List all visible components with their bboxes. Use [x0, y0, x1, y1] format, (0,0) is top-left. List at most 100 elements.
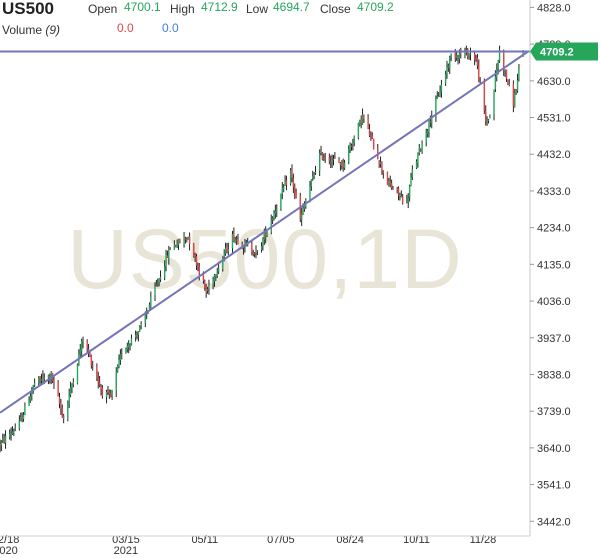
volume-value-red: 0.0 [117, 21, 134, 35]
candle-body [425, 133, 427, 143]
candle-body [231, 233, 234, 249]
candle-body [518, 70, 520, 79]
x-tick-label: 08/24 [336, 534, 364, 546]
candle-body [357, 122, 360, 138]
candle-body [127, 344, 130, 348]
y-tick-label: 3541.0 [537, 480, 571, 492]
candle-body [13, 431, 15, 433]
candle-body [10, 433, 12, 435]
candle-body [67, 402, 69, 420]
candle-body [450, 53, 452, 56]
candle-body [389, 181, 391, 185]
candle-body [8, 434, 11, 438]
symbol-title: US500 [2, 0, 54, 18]
candle-body [3, 437, 5, 443]
candle-body [350, 145, 353, 147]
candle-body [331, 160, 333, 163]
candle-body [468, 53, 470, 56]
candle-body [435, 99, 437, 116]
candle-body [514, 93, 516, 108]
candle-body [206, 289, 209, 291]
candle-body [137, 331, 140, 335]
candle-body [483, 82, 486, 111]
candle-body [339, 162, 342, 166]
trend-line[interactable] [0, 50, 530, 414]
candle-body [372, 138, 375, 149]
candle-body [276, 208, 278, 212]
candle-body [252, 251, 254, 255]
y-tick-label: 4333.0 [537, 186, 571, 198]
candle-body [464, 52, 466, 56]
candle-body [516, 80, 519, 92]
candle-body [101, 387, 104, 397]
candle-body [4, 435, 7, 444]
candle-body [473, 53, 476, 60]
candle-body [426, 130, 429, 135]
candle-body [173, 244, 176, 250]
y-tick-label: 4135.0 [537, 259, 571, 271]
candle-body [80, 341, 83, 352]
candle-body [467, 49, 469, 57]
y-tick-label: 3739.0 [537, 406, 571, 418]
candle-body [242, 246, 245, 249]
watermark-text: US500,1D [67, 212, 463, 306]
candle-body [14, 428, 16, 430]
x-tick-label: 05/11 [191, 534, 218, 546]
candle-body [116, 365, 119, 372]
candle-body [457, 56, 459, 58]
candle-body [105, 391, 108, 398]
candle-body [193, 243, 195, 257]
candle-body [198, 266, 200, 275]
candle-body [324, 157, 326, 159]
candle-body [187, 237, 189, 240]
candle-body [79, 350, 81, 355]
candle-body [0, 443, 1, 446]
candle-body [280, 193, 282, 209]
candle-body [154, 287, 156, 296]
candle-body [2, 438, 4, 441]
candle-body [223, 254, 225, 257]
candle-body [235, 239, 238, 241]
candle-body [119, 354, 122, 361]
candle-body [107, 391, 109, 393]
candle-body [418, 148, 420, 153]
y-tick-label: 4828.0 [537, 2, 571, 14]
candle-body [407, 198, 409, 202]
candle-body [487, 119, 490, 121]
candle-body [260, 246, 263, 250]
candle-body [415, 161, 418, 168]
candle-body [508, 83, 510, 85]
candle-body [42, 376, 44, 382]
candle-body [43, 377, 45, 379]
candle-body [353, 136, 355, 143]
candle-body [208, 285, 210, 289]
candle-body [309, 187, 311, 202]
candle-body [68, 395, 70, 404]
candle-body [273, 213, 275, 218]
candle-body [20, 417, 22, 421]
candle-body [108, 391, 111, 394]
candle-body [186, 239, 188, 241]
candle-body [163, 266, 166, 278]
candle-body [323, 158, 325, 160]
candle-body [378, 160, 380, 165]
candle-body [436, 96, 438, 99]
y-tick-label: 3640.0 [537, 443, 571, 455]
candle-body [247, 244, 249, 246]
volume-indicator-label: Volume (9) [2, 23, 60, 37]
candle-body [371, 135, 373, 139]
candle-body [226, 246, 228, 252]
candlestick-series [0, 45, 524, 453]
candle-body [284, 181, 286, 186]
candle-body [76, 364, 79, 384]
candle-body [289, 170, 292, 184]
candle-body [69, 387, 72, 396]
candle-body [176, 245, 178, 248]
candle-body [360, 119, 362, 124]
candle-body [338, 160, 340, 163]
x-tick-label: 10/11 [403, 534, 430, 546]
candle-body [100, 386, 102, 390]
candle-body [251, 244, 253, 253]
candle-body [493, 89, 495, 115]
